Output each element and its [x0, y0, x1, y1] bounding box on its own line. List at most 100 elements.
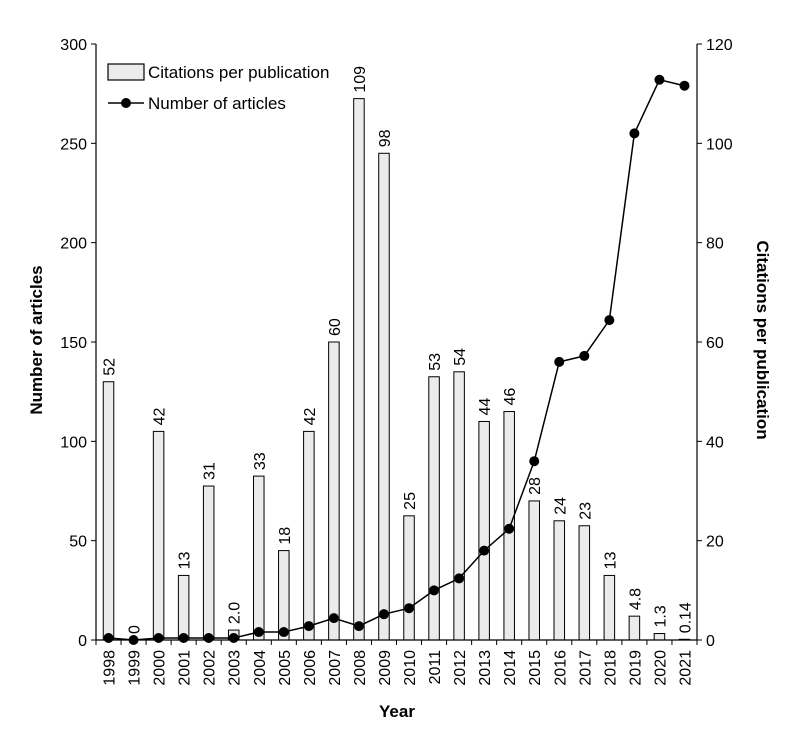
articles-point-2001 [178, 633, 189, 644]
legend-bar-swatch [107, 63, 145, 81]
bar-data-label-2000: 42 [152, 408, 169, 426]
left-tick-label-50: 50 [69, 534, 87, 551]
left-tick-label-250: 250 [60, 136, 87, 153]
left-y-axis-title: Number of articles [27, 265, 46, 414]
x-tick-label-2005: 2005 [277, 650, 294, 686]
x-tick-label-1998: 1998 [102, 650, 119, 686]
bar-2016 [553, 520, 566, 641]
x-tick-label-2010: 2010 [402, 650, 419, 686]
articles-point-2000 [153, 633, 164, 644]
articles-point-2002 [203, 633, 214, 644]
bar-2015 [528, 500, 540, 641]
right-tick-label-40: 40 [706, 434, 724, 451]
left-tick-label-150: 150 [60, 335, 87, 352]
legend-line-label: Number of articles [148, 94, 286, 113]
bar-2018 [603, 574, 616, 641]
bar-data-label-2002: 31 [202, 462, 219, 480]
right-tick-label-20: 20 [706, 534, 724, 551]
x-tick-label-2008: 2008 [352, 650, 369, 686]
x-tick-label-2018: 2018 [602, 650, 619, 686]
x-tick-label-2015: 2015 [527, 650, 544, 686]
x-tick-label-2007: 2007 [327, 650, 344, 686]
x-tick-label-2016: 2016 [552, 650, 569, 686]
bar-2011 [428, 376, 440, 641]
bar-data-label-2007: 60 [327, 318, 344, 336]
right-tick-label-80: 80 [706, 236, 724, 253]
articles-point-2021 [679, 80, 690, 91]
x-tick-label-2001: 2001 [177, 650, 194, 686]
right-tick-label-60: 60 [706, 335, 724, 352]
left-tick-label-200: 200 [60, 236, 87, 253]
bar-data-label-2012: 54 [452, 348, 469, 366]
legend-bar-label: Citations per publication [148, 63, 329, 82]
x-axis-title: Year [379, 702, 415, 721]
bar-data-label-2013: 44 [477, 398, 494, 416]
left-tick-label-100: 100 [60, 434, 87, 451]
articles-point-2007 [328, 613, 339, 624]
labels-layer: 52 0 42 13 31 2.0 33 18 42 60 109 98 25 53 54 44 46 28 24 2… [102, 66, 695, 634]
articles-point-2016 [554, 356, 565, 367]
x-tick-label-2003: 2003 [227, 650, 244, 686]
left-tick-label-300: 300 [60, 37, 87, 54]
legend: Citations per publication Number of arti… [107, 63, 329, 113]
bar-2009 [378, 152, 390, 641]
bar-2006 [303, 430, 315, 641]
bar-2012 [453, 371, 465, 641]
bar-2010 [403, 515, 415, 641]
articles-point-2018 [604, 315, 615, 326]
articles-point-2010 [404, 603, 415, 614]
bar-2007 [328, 341, 340, 641]
bar-data-label-2001: 13 [177, 552, 194, 570]
articles-point-2020 [654, 74, 665, 85]
articles-point-2019 [629, 128, 640, 139]
articles-point-1998 [103, 633, 114, 644]
x-tick-label-2009: 2009 [377, 650, 394, 686]
x-tick-label-1999: 1999 [127, 650, 144, 686]
bar-data-label-1999: 0 [127, 625, 144, 634]
legend-line-marker [121, 98, 131, 108]
articles-point-2015 [529, 456, 540, 467]
x-tick-label-2019: 2019 [627, 650, 644, 686]
bar-data-label-2003: 2.0 [227, 602, 244, 624]
articles-point-2017 [579, 350, 590, 361]
articles-point-2013 [479, 545, 490, 556]
x-tick-label-2014: 2014 [502, 650, 519, 686]
bar-data-label-2005: 18 [277, 527, 294, 545]
bar-2000 [152, 430, 165, 641]
right-tick-label-120: 120 [706, 37, 733, 54]
articles-point-2004 [253, 627, 264, 638]
right-tick-label-0: 0 [706, 633, 715, 650]
right-y-axis-title: Citations per publication [753, 240, 772, 439]
bar-data-label-2020: 1.3 [652, 605, 669, 627]
x-tick-label-2020: 2020 [652, 650, 669, 686]
x-tick-label-2004: 2004 [252, 650, 269, 686]
bar-data-label-2019: 4.8 [627, 588, 644, 610]
bar-data-label-2009: 98 [377, 129, 394, 147]
x-tick-label-2021: 2021 [677, 650, 694, 686]
articles-point-2008 [353, 621, 364, 632]
bar-data-label-2008: 109 [352, 66, 369, 93]
articles-point-2006 [303, 621, 314, 632]
bar-1998 [102, 381, 115, 641]
bar-data-label-2017: 23 [577, 502, 594, 520]
x-tick-label-2017: 2017 [577, 650, 594, 686]
bar-2004 [253, 475, 265, 641]
articles-point-2003 [228, 633, 239, 644]
bar-data-label-2016: 24 [552, 497, 569, 515]
x-tick-label-2000: 2000 [152, 650, 169, 686]
bar-2020 [653, 633, 666, 641]
bar-data-label-2021: 0.14 [677, 602, 694, 633]
bar-2001 [177, 574, 190, 641]
bar-data-label-2010: 25 [402, 492, 419, 510]
bar-2013 [478, 420, 490, 641]
articles-point-2005 [278, 627, 289, 638]
articles-line [108, 78, 685, 641]
articles-point-2012 [454, 573, 465, 584]
bar-data-label-2015: 28 [527, 477, 544, 495]
left-tick-label-0: 0 [78, 633, 87, 650]
x-tick-label-2006: 2006 [302, 650, 319, 686]
right-tick-label-100: 100 [706, 136, 733, 153]
